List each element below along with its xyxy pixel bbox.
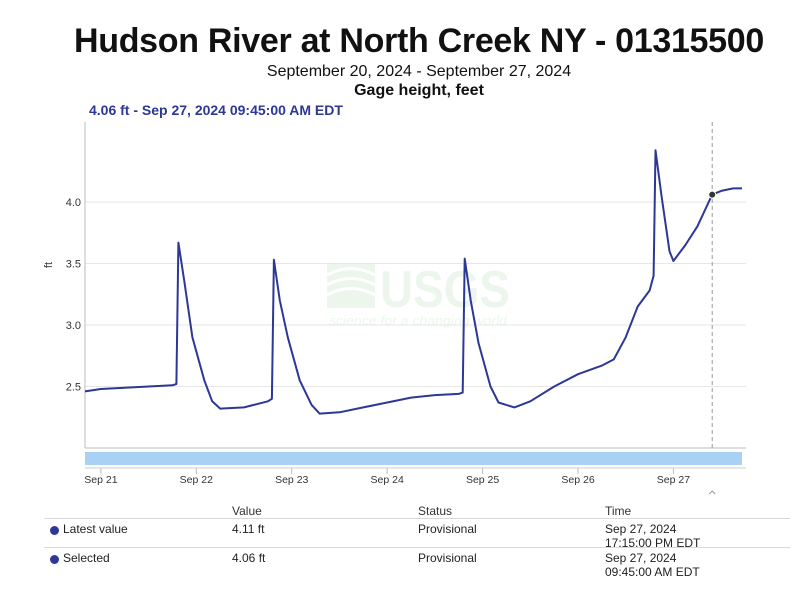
row-time-clock: 09:45:00 AM EDT — [605, 565, 700, 579]
chevron-up-icon[interactable] — [708, 490, 716, 495]
row-time-date: Sep 27, 2024 — [605, 551, 677, 565]
table-row[interactable]: Selected 4.06 ft Provisional Sep 27, 202… — [44, 547, 790, 579]
row-value: 4.06 ft — [232, 551, 266, 565]
selected-readout: 4.06 ft - Sep 27, 2024 09:45:00 AM EDT — [89, 102, 343, 118]
series-dot-icon — [50, 526, 59, 535]
x-tick-label: Sep 23 — [275, 474, 308, 486]
row-time-date: Sep 27, 2024 — [605, 522, 677, 536]
series-dot-icon — [50, 555, 59, 564]
row-status: Provisional — [418, 522, 477, 536]
gage-height-line — [84, 149, 742, 415]
header-time: Time — [605, 504, 632, 518]
navigator — [85, 452, 746, 495]
row-status: Provisional — [418, 551, 477, 565]
x-tick-label: Sep 26 — [561, 474, 594, 486]
header-status: Status — [418, 504, 453, 518]
y-tick-label: 2.5 — [66, 381, 81, 393]
x-tick-label: Sep 24 — [371, 474, 404, 486]
row-label: Selected — [63, 551, 110, 565]
y-tick-label: 4.0 — [66, 197, 81, 209]
y-tick-label: 3.0 — [66, 320, 81, 332]
row-label: Latest value — [63, 522, 128, 536]
row-time-clock: 17:15:00 PM EDT — [605, 536, 701, 550]
usgs-tagline: science for a changing world — [329, 313, 508, 328]
row-value: 4.11 ft — [232, 522, 265, 536]
x-tick-label: Sep 22 — [180, 474, 213, 486]
x-tick-label: Sep 25 — [466, 474, 499, 486]
usgs-logo-icon — [326, 264, 376, 308]
series-layer — [84, 122, 742, 448]
chart-title: Hudson River at North Creek NY - 0131550… — [73, 22, 764, 60]
y-axis-label: ft — [43, 262, 55, 268]
selected-point[interactable] — [708, 190, 717, 199]
parameter-label: Gage height, feet — [354, 82, 484, 99]
y-tick-label: 3.5 — [66, 258, 81, 270]
hydrograph-chart[interactable]: USGS science for a changing world 2.5 3.0… — [0, 0, 800, 502]
usgs-logo-text: USGS — [380, 261, 510, 319]
gridlines — [85, 201, 746, 387]
x-tick-label: Sep 21 — [84, 474, 117, 486]
navigator-band[interactable] — [85, 452, 742, 465]
axes: 2.5 3.0 3.5 4.0 ft Sep 21 Sep 22 Sep 23 Sep 24 Se… — [43, 122, 746, 486]
table-row[interactable]: Latest value 4.11 ft Provisional Sep 27,… — [44, 518, 790, 550]
date-range: September 20, 2024 - September 27, 2024 — [266, 63, 572, 80]
header-value: Value — [232, 504, 262, 518]
x-tick-label: Sep 27 — [657, 474, 690, 486]
usgs-watermark: USGS science for a changing world — [326, 261, 510, 328]
